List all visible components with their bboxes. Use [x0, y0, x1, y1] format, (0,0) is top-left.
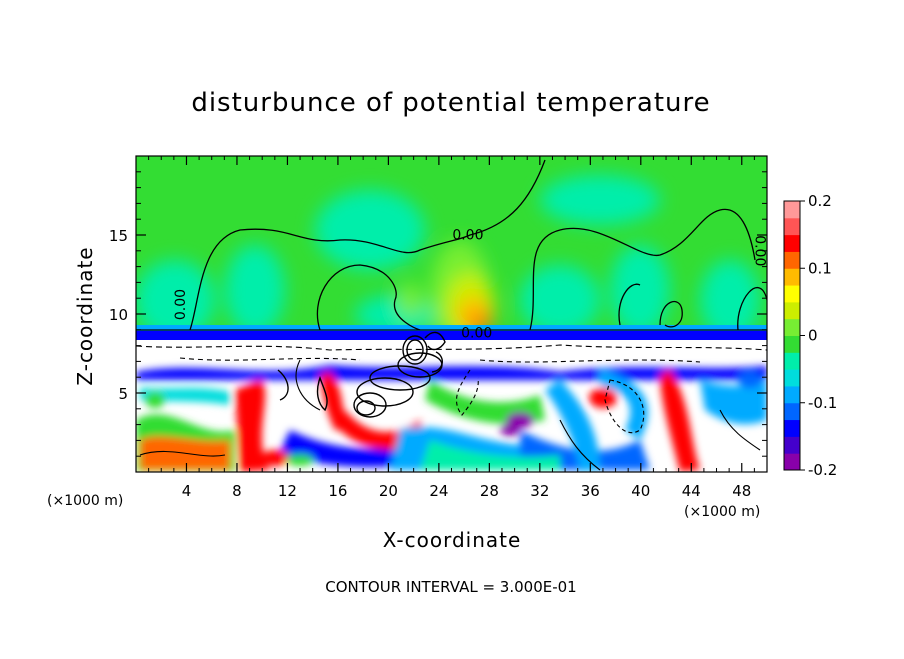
contour-label-text: 0.00 — [173, 289, 189, 320]
contour-label: 0.00 — [452, 228, 483, 244]
colorbar-tick-label: -0.1 — [808, 394, 837, 412]
colorbar-segment — [784, 369, 800, 387]
y-tick-layer: 5 10 15 — [109, 171, 767, 457]
chart-title: disturbunce of potential temperature — [191, 88, 710, 118]
contour-label-layer: 0.00 0.00 0.00 0.00 — [173, 228, 767, 342]
convective-contours — [277, 331, 446, 418]
contour-label: 0.00 — [173, 289, 189, 320]
y-axis-title: Z-coordinate — [73, 246, 97, 385]
y-tick-label: 15 — [109, 227, 128, 245]
interface-band-cyan — [136, 325, 767, 331]
contour-interval-note: CONTOUR INTERVAL = 3.000E-01 — [325, 578, 576, 596]
x-tick-label: 12 — [278, 482, 297, 500]
x-tick-label: 4 — [182, 482, 192, 500]
contour-label-text: 0.00 — [452, 228, 483, 244]
colorbar-segment — [784, 402, 800, 421]
contour-label: 0.00 — [461, 326, 492, 342]
x-tick-label: 40 — [631, 482, 650, 500]
colorbar-segment — [784, 217, 800, 236]
colorbar-tick-label: 0.1 — [808, 259, 832, 277]
colorbar-segment — [784, 251, 800, 269]
colorbar-segment — [784, 201, 800, 219]
x-tick-label: 36 — [581, 482, 600, 500]
contour-label-text: 0.00 — [752, 235, 768, 266]
x-tick-layer: 4 8 12 16 20 24 28 32 36 40 44 48 — [148, 156, 755, 500]
colorbar-tick-label: -0.2 — [808, 461, 837, 479]
x-tick-label: 48 — [732, 482, 751, 500]
x-tick-label: 20 — [379, 482, 398, 500]
lower-layer-variation — [136, 365, 767, 472]
x-unit-right: (×1000 m) — [684, 504, 760, 520]
colorbar-segment — [784, 268, 800, 286]
colorbar-segment — [784, 436, 800, 454]
contour-lines — [136, 159, 767, 331]
colorbar-segment — [784, 285, 800, 303]
heatmap-field — [136, 156, 767, 472]
colorbar-segment — [784, 318, 800, 336]
colorbar-segment — [784, 335, 800, 353]
x-tick-label: 16 — [328, 482, 347, 500]
x-tick-label: 28 — [480, 482, 499, 500]
colorbar-segment — [784, 385, 800, 404]
colorbar-segment — [784, 453, 800, 471]
colorbar: 0.2 0.1 0 -0.1 -0.2 — [783, 192, 837, 479]
x-tick-label: 44 — [682, 482, 701, 500]
colorbar-segment — [784, 352, 800, 370]
y-tick-label: 10 — [109, 306, 128, 324]
interface-band — [136, 330, 767, 340]
colorbar-tick-label: 0.2 — [808, 192, 832, 210]
x-tick-label: 32 — [530, 482, 549, 500]
contour-label-text: 0.00 — [461, 326, 492, 342]
x-tick-label: 8 — [232, 482, 242, 500]
colorbar-segment — [784, 301, 800, 320]
x-unit-left: (×1000 m) — [47, 493, 123, 509]
contour-lines-lower — [136, 344, 767, 471]
x-tick-label: 24 — [429, 482, 448, 500]
colorbar-tick-label: 0 — [808, 327, 818, 345]
y-tick-label: 5 — [118, 385, 128, 403]
colorbar-segment — [784, 419, 800, 437]
contour-label: 0.00 — [752, 235, 768, 266]
x-axis-title: X-coordinate — [383, 528, 522, 552]
colorbar-segment — [784, 234, 800, 252]
